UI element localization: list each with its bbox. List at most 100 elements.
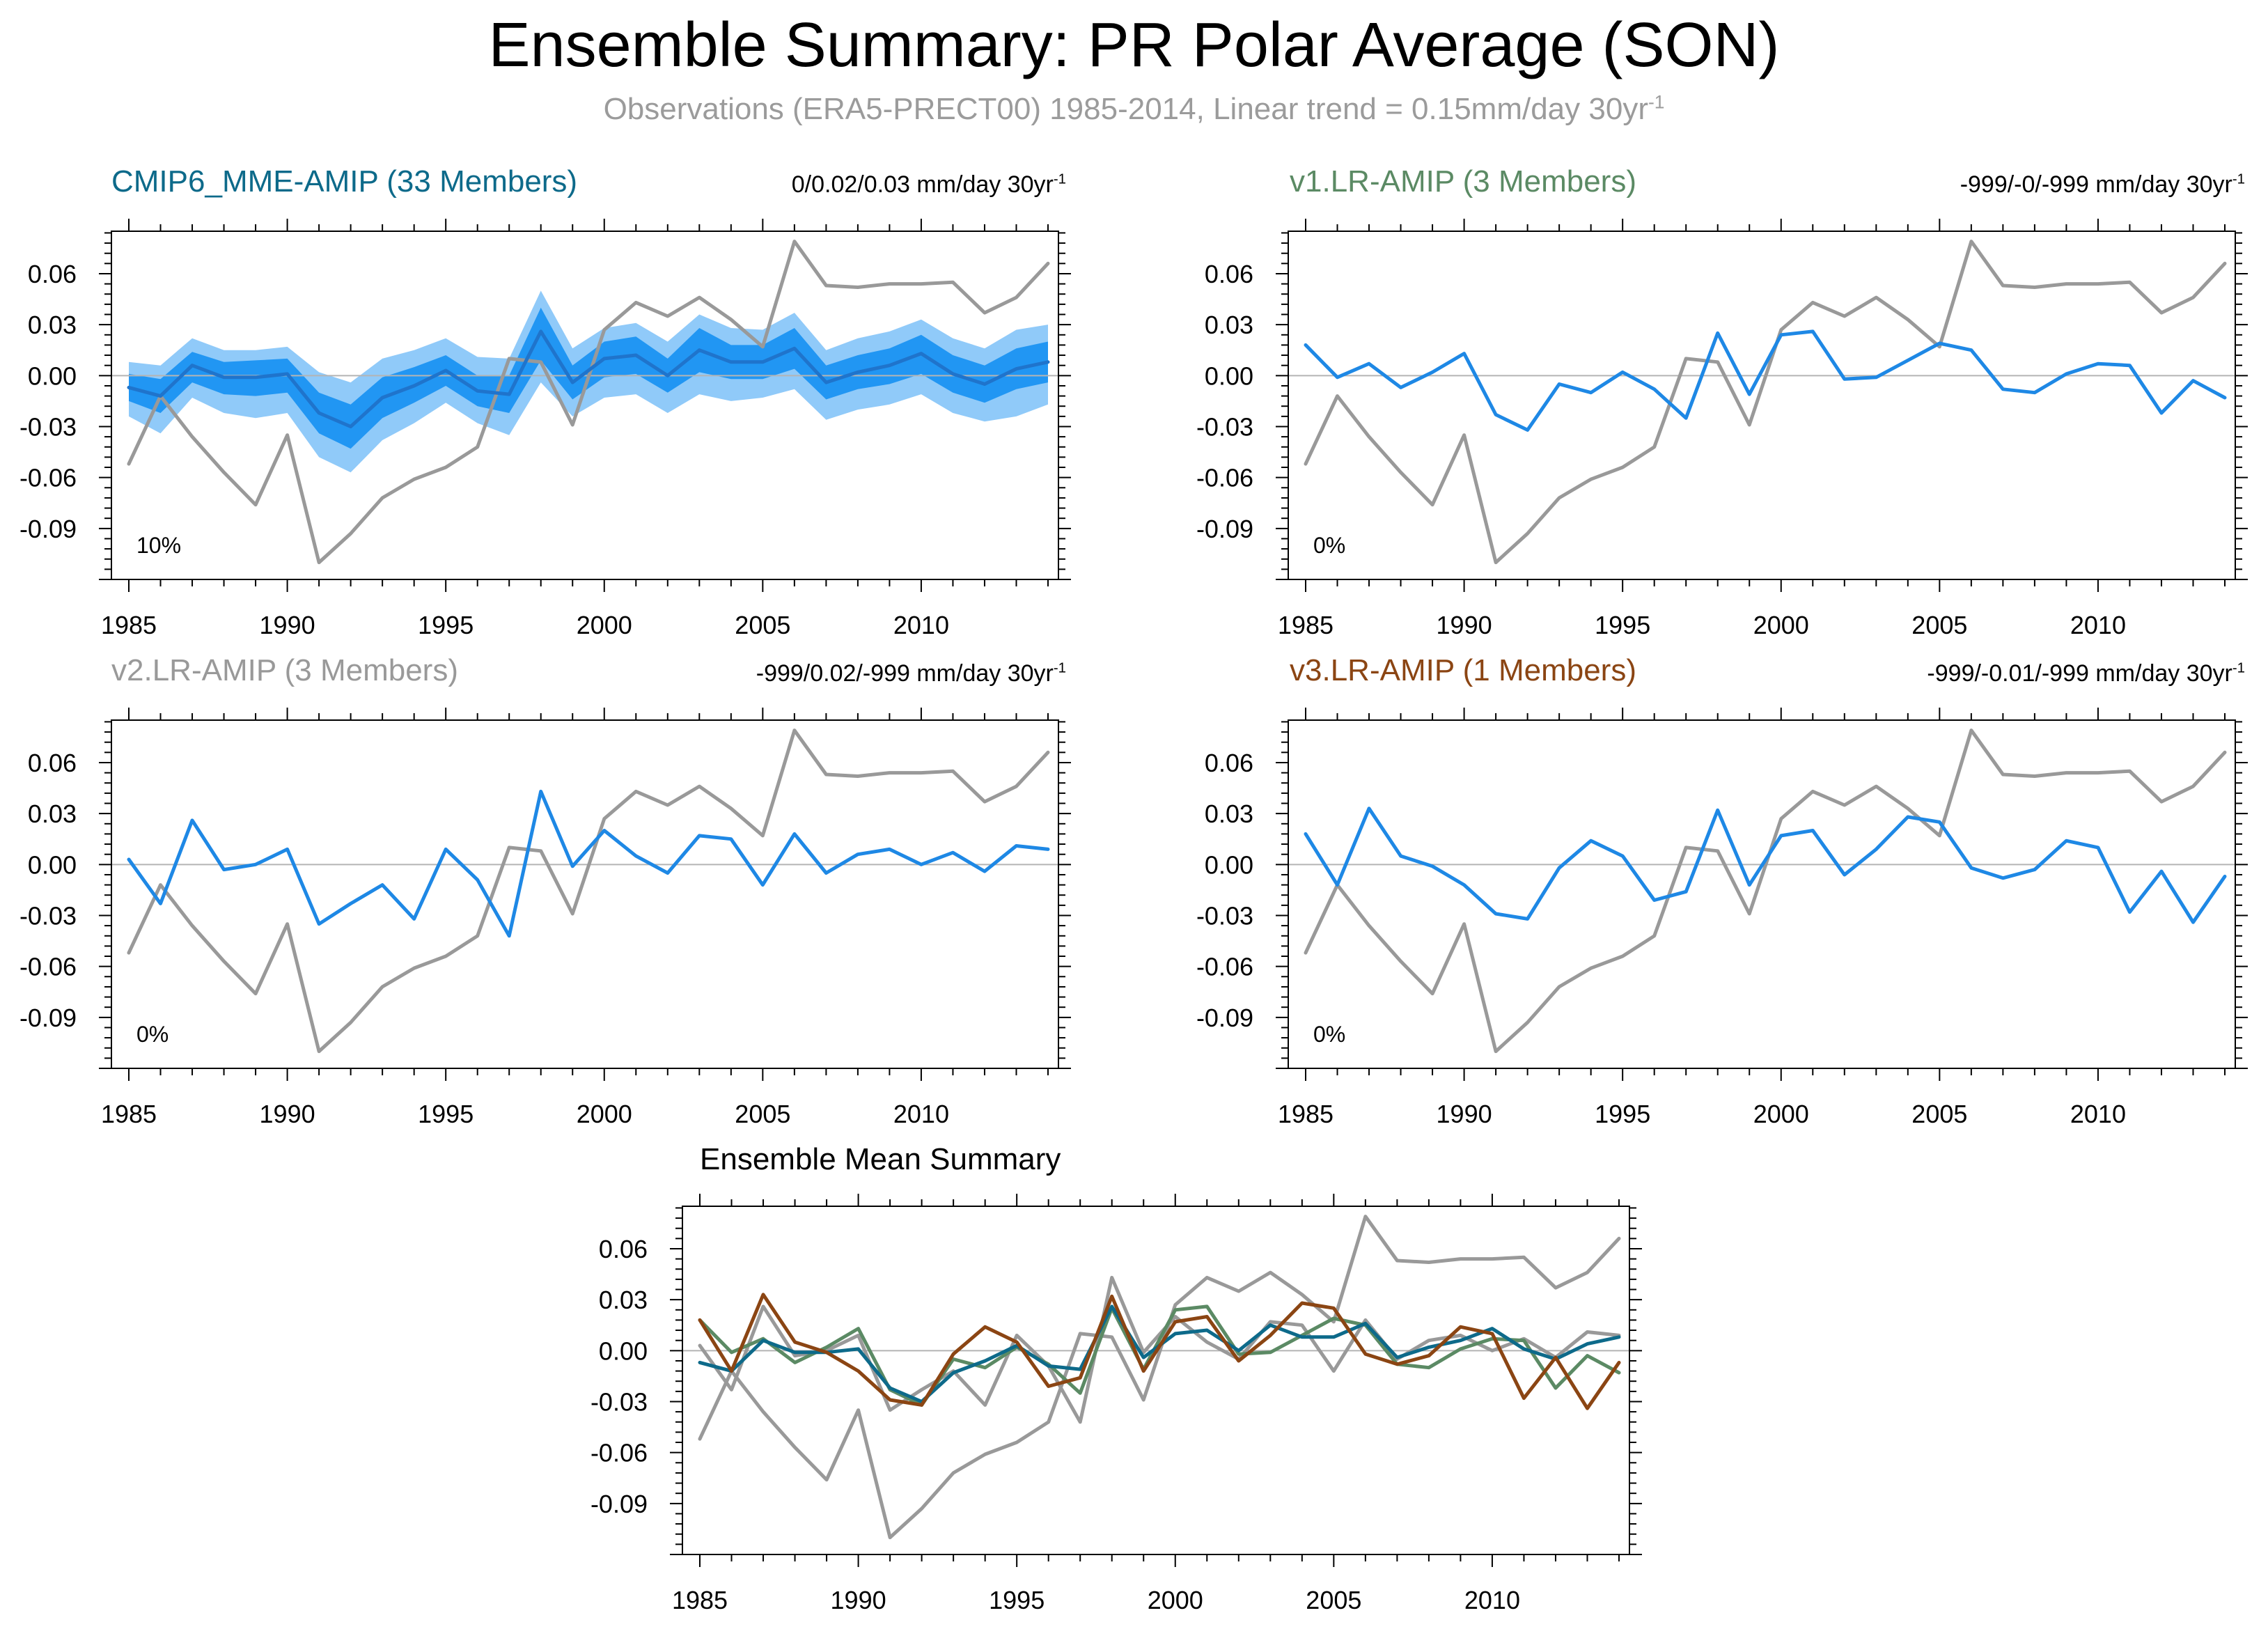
panel-title-cmip6: CMIP6_MME-AMIP (33 Members): [111, 164, 578, 198]
y-tick-label: 0.03: [28, 800, 77, 828]
x-tick-label: 2000: [577, 611, 632, 639]
chart-panel-summary: 1985 1990 1995 2000 2005 2010 0.06 0.03 0.00 -0.0…: [591, 1194, 1642, 1614]
y-tick-label: -0.06: [19, 953, 77, 981]
plot-frame: [682, 1206, 1630, 1555]
v2-line: [127, 789, 1050, 938]
x-tick-label: 2005: [735, 1100, 790, 1128]
x-tick-label: 1995: [418, 1100, 474, 1128]
x-tick-label: 1990: [1437, 611, 1492, 639]
x-tick-label: 1990: [1437, 1100, 1492, 1128]
y-tick-label: 0.00: [599, 1336, 648, 1365]
x-tick-label: 2010: [893, 1100, 949, 1128]
y-tick-label: 0.00: [1205, 361, 1253, 390]
x-tick-label: 2010: [2070, 1100, 2126, 1128]
x-tick-label: 1985: [1278, 1100, 1334, 1128]
y-tick-label: -0.03: [1196, 412, 1253, 441]
x-tick-label: 2000: [577, 1100, 632, 1128]
y-tick-label: 0.03: [1205, 800, 1253, 828]
plot-frame: [111, 719, 1059, 1069]
y-tick-label: 0.00: [28, 850, 77, 879]
main-subtitle: Observations (ERA5-PRECT00) 1985-2014, L…: [0, 92, 2268, 127]
trend-superscript: -1: [1053, 660, 1066, 676]
y-tick-label: 0.03: [28, 311, 77, 339]
y-tick-label: -0.06: [1196, 464, 1253, 492]
x-tick-label: 2005: [1911, 611, 1967, 639]
y-tick-label: 0.06: [28, 260, 77, 288]
cmip6-mean-line: [127, 329, 1050, 428]
x-tick-label: 2000: [1753, 611, 1809, 639]
percent-label: 0%: [136, 1022, 169, 1047]
x-tick-label: 1990: [260, 611, 315, 639]
x-tick-label: 1985: [101, 611, 157, 639]
x-tick-label: 2000: [1148, 1586, 1203, 1614]
y-tick-label: 0.00: [28, 361, 77, 390]
panel-title-v2: v2.LR-AMIP (3 Members): [111, 653, 458, 687]
chart-panel-cmip6: 1985 1990 1995 2000 2005 2010 0.06 0.03 0.00 -0.0…: [19, 219, 1071, 639]
percent-label: 0%: [1313, 533, 1345, 558]
plot-frame: [1288, 719, 2236, 1069]
plot-frame: [1288, 231, 2236, 580]
y-tick-label: 0.06: [28, 749, 77, 777]
x-tick-label: 1990: [260, 1100, 315, 1128]
y-tick-label: -0.03: [19, 412, 77, 441]
trend-text: 0/0.02/0.03 mm/day 30yr: [791, 171, 1054, 198]
observations-line: [127, 728, 1050, 1054]
trend-text: -999/0.02/-999 mm/day 30yr: [756, 660, 1054, 687]
y-tick-label: -0.09: [1196, 515, 1253, 543]
chart-panel-v2: 1985 1990 1995 2000 2005 2010 0.06 0.03 0.00 -0.0…: [19, 708, 1071, 1128]
panel-title-v1: v1.LR-AMIP (3 Members): [1290, 164, 1636, 198]
main-title: Ensemble Summary: PR Polar Average (SON): [488, 10, 1780, 80]
v1-line: [1304, 329, 2227, 432]
panel-title-v3: v3.LR-AMIP (1 Members): [1290, 653, 1636, 687]
plot-frame: [111, 231, 1059, 580]
y-tick-label: 0.03: [1205, 311, 1253, 339]
y-tick-label: -0.03: [19, 901, 77, 930]
x-tick-label: 2010: [2070, 611, 2126, 639]
chart-panel-v3: 1985 1990 1995 2000 2005 2010 0.06 0.03 0.00 -0.0…: [1196, 708, 2248, 1128]
subtitle-text: Observations (ERA5-PRECT00) 1985-2014, L…: [603, 92, 1648, 126]
panel-trend-v3: -999/-0.01/-999 mm/day 30yr-1: [1927, 660, 2245, 687]
y-tick-label: -0.06: [19, 464, 77, 492]
x-tick-label: 2005: [1911, 1100, 1967, 1128]
y-tick-label: -0.09: [19, 515, 77, 543]
observations-line: [1304, 728, 2227, 1054]
percent-label: 10%: [136, 533, 181, 558]
y-tick-label: -0.09: [19, 1004, 77, 1032]
y-tick-label: -0.06: [591, 1439, 648, 1467]
chart-panel-v1: 1985 1990 1995 2000 2005 2010 0.06 0.03 0.00 -0.0…: [1196, 219, 2248, 639]
trend-superscript: -1: [2232, 660, 2245, 676]
x-tick-label: 2010: [893, 611, 949, 639]
panel-trend-v2: -999/0.02/-999 mm/day 30yr-1: [756, 660, 1066, 687]
x-tick-label: 2000: [1753, 1100, 1809, 1128]
percent-label: 0%: [1313, 1022, 1345, 1047]
x-tick-label: 2005: [735, 611, 790, 639]
x-tick-label: 1995: [1595, 1100, 1650, 1128]
trend-superscript: -1: [1053, 171, 1066, 187]
observations-line: [698, 1215, 1621, 1540]
y-tick-label: 0.06: [1205, 260, 1253, 288]
y-tick-label: -0.09: [1196, 1004, 1253, 1032]
x-tick-label: 1985: [101, 1100, 157, 1128]
panel-trend-cmip6: 0/0.02/0.03 mm/day 30yr-1: [792, 171, 1066, 198]
observations-line: [1304, 240, 2227, 565]
x-tick-label: 2005: [1306, 1586, 1361, 1614]
y-tick-label: 0.00: [1205, 850, 1253, 879]
v1-mean-line: [698, 1304, 1621, 1407]
x-tick-label: 2010: [1464, 1586, 1520, 1614]
panel-title-summary: Ensemble Mean Summary: [700, 1142, 1061, 1176]
x-tick-label: 1995: [418, 611, 474, 639]
y-tick-label: -0.03: [591, 1387, 648, 1416]
x-tick-label: 1995: [989, 1586, 1045, 1614]
x-tick-label: 1995: [1595, 611, 1650, 639]
x-tick-label: 1990: [831, 1586, 886, 1614]
trend-text: -999/-0/-999 mm/day 30yr: [1960, 171, 2232, 198]
y-tick-label: 0.06: [1205, 749, 1253, 777]
y-tick-label: 0.06: [599, 1235, 648, 1263]
v3-line: [1304, 806, 2227, 924]
trend-text: -999/-0.01/-999 mm/day 30yr: [1927, 660, 2232, 687]
v3-mean-line: [698, 1293, 1621, 1410]
subtitle-superscript: -1: [1648, 91, 1665, 113]
x-tick-label: 1985: [672, 1586, 728, 1614]
panel-trend-v1: -999/-0/-999 mm/day 30yr-1: [1960, 171, 2245, 198]
y-tick-label: -0.06: [1196, 953, 1253, 981]
